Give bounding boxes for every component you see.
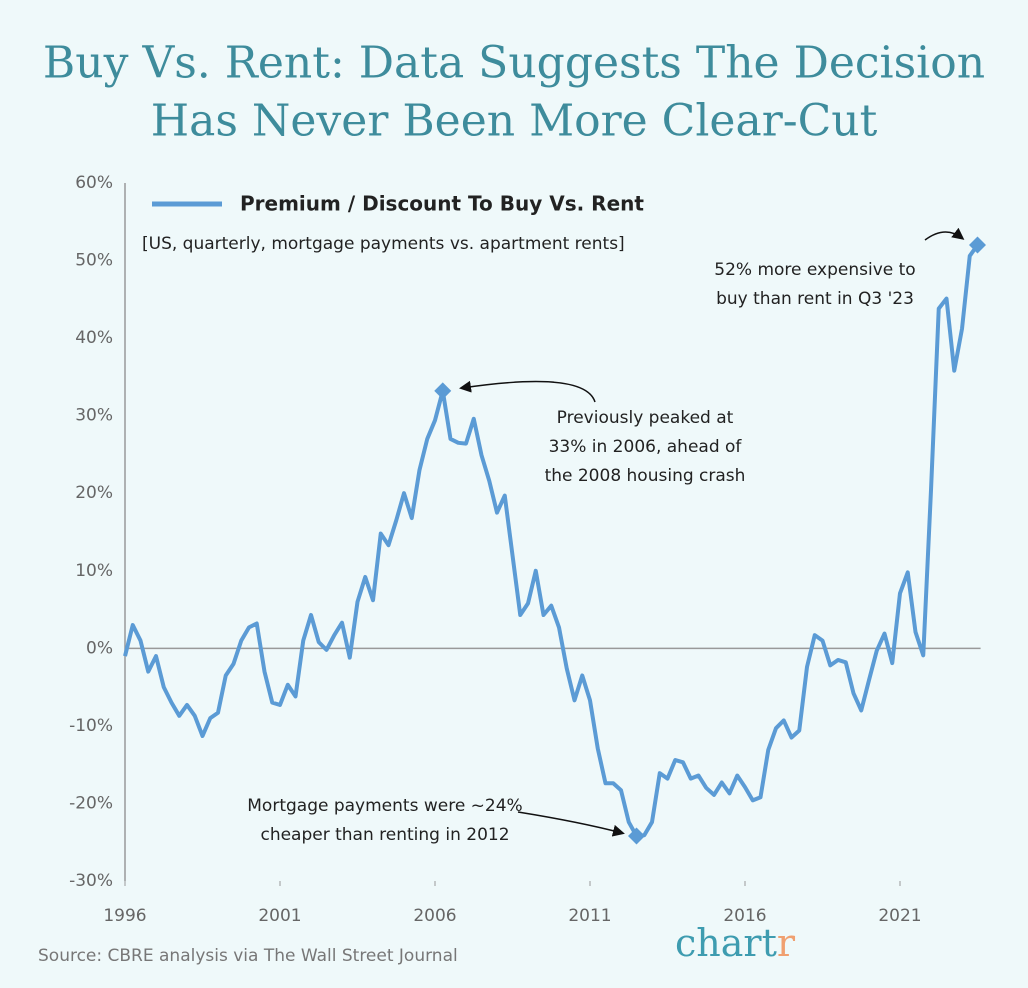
chart-title: Has Never Been More Clear-Cut — [151, 96, 878, 147]
legend-label: Premium / Discount To Buy Vs. Rent — [240, 192, 644, 216]
x-tick-label: 1996 — [103, 906, 146, 926]
y-tick-label: 50% — [75, 251, 113, 271]
highlight-marker — [969, 236, 986, 254]
y-tick-label: 60% — [75, 173, 113, 193]
x-tick-label: 2011 — [568, 906, 611, 926]
brand-part: chart — [675, 921, 777, 965]
y-tick-label: -20% — [69, 793, 113, 813]
y-tick-label: 40% — [75, 328, 113, 348]
y-tick-label: -10% — [69, 716, 113, 736]
annotation: Mortgage payments were ~24% — [247, 796, 522, 816]
subtitle: [US, quarterly, mortgage payments vs. ap… — [142, 234, 625, 254]
annotation-arrow — [924, 227, 965, 241]
y-tick-label: 20% — [75, 483, 113, 503]
y-tick-label: -30% — [69, 871, 113, 891]
annotation: buy than rent in Q3 '23 — [716, 289, 914, 309]
annotation-arrow — [459, 380, 596, 403]
brand-part: r — [777, 921, 796, 965]
x-tick-label: 2006 — [413, 906, 456, 926]
y-tick-label: 10% — [75, 561, 113, 581]
annotation: 33% in 2006, ahead of — [549, 437, 743, 457]
annotation: the 2008 housing crash — [545, 466, 746, 486]
source: Source: CBRE analysis via The Wall Stree… — [38, 946, 458, 966]
highlight-marker — [434, 382, 452, 400]
annotation: cheaper than renting in 2012 — [260, 825, 509, 845]
highlight-marker — [628, 827, 645, 845]
x-tick-label: 2016 — [723, 906, 766, 926]
annotation: Previously peaked at — [557, 408, 734, 428]
y-tick-label: 0% — [86, 638, 113, 658]
annotation: 52% more expensive to — [714, 260, 915, 280]
x-tick-label: 2001 — [258, 906, 301, 926]
x-tick-label: 2021 — [878, 906, 921, 926]
y-tick-label: 30% — [75, 406, 113, 426]
annotation-arrow — [517, 811, 625, 837]
series-line — [123, 243, 980, 839]
brand: chartr — [675, 921, 796, 965]
chart-title: Buy Vs. Rent: Data Suggests The Decision — [43, 38, 985, 89]
